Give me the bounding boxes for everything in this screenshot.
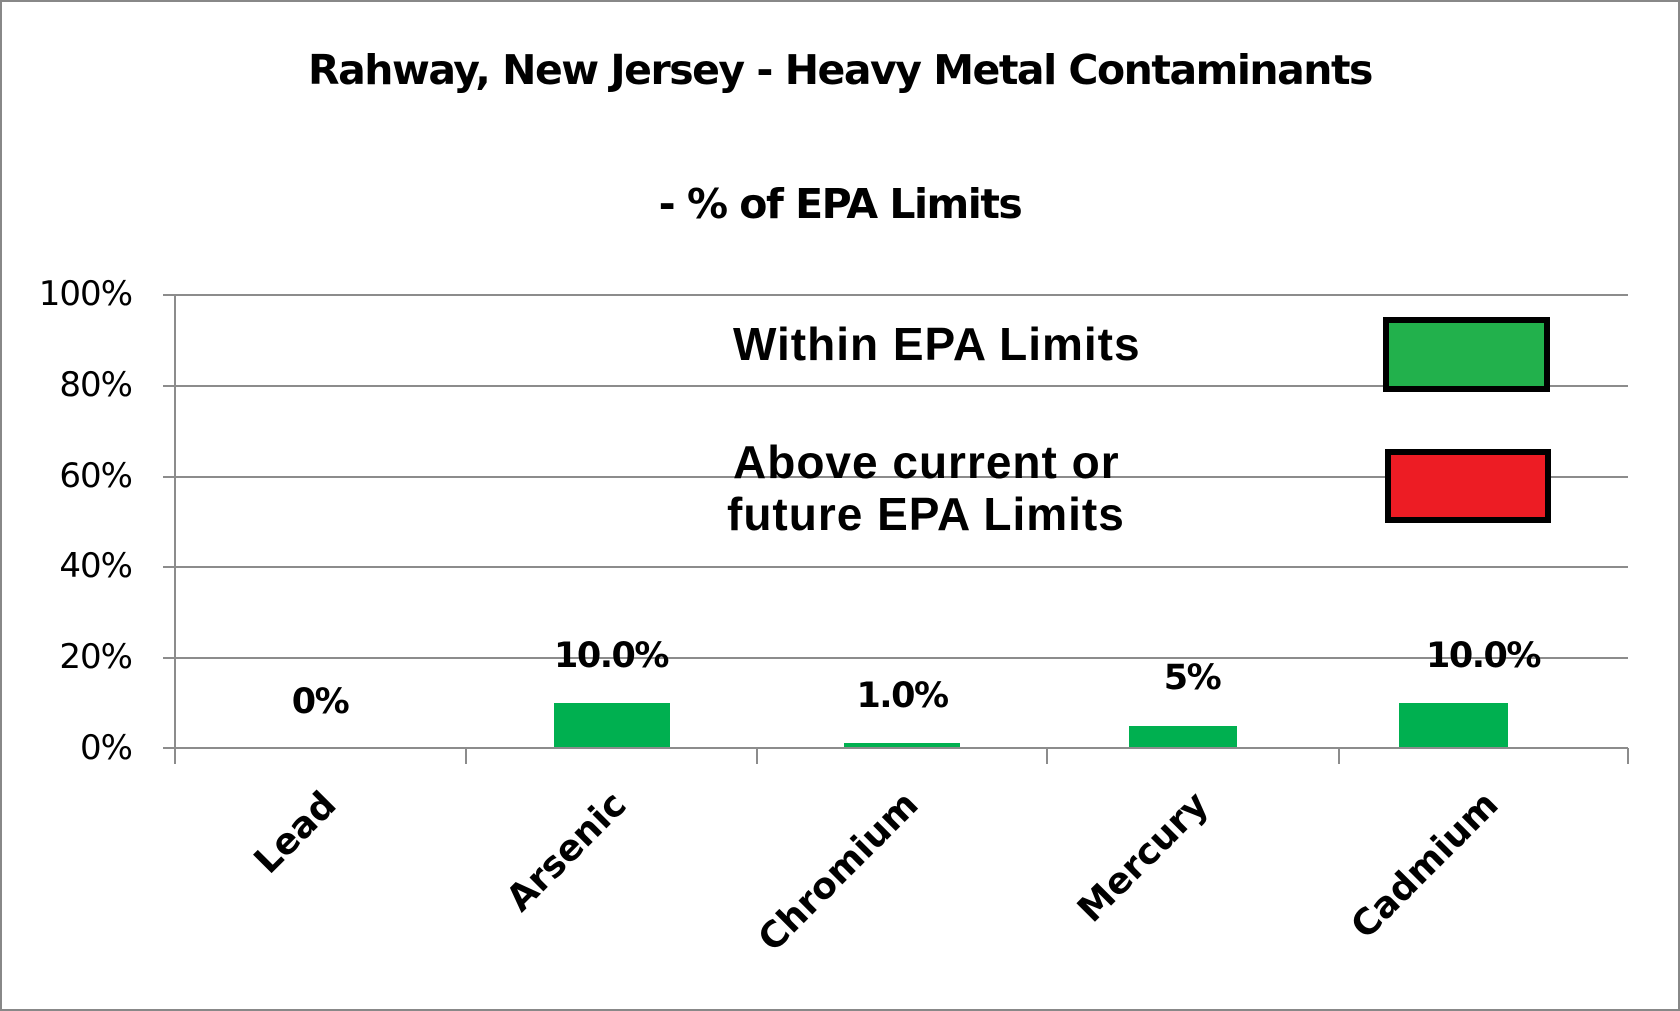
data-label-mercury: 5% xyxy=(1163,658,1222,698)
bar-mercury xyxy=(1129,726,1237,747)
gridline-80 xyxy=(163,385,1628,387)
legend-label-above-line1: Above current or xyxy=(733,436,1120,488)
bar-cadmium xyxy=(1399,703,1508,747)
y-tick-label-80: 80% xyxy=(59,365,133,405)
gridline-20 xyxy=(163,657,1628,659)
x-tick xyxy=(1627,748,1629,764)
x-tick xyxy=(1338,748,1340,764)
chart-title-line2: - % of EPA Limits xyxy=(658,180,1023,228)
gridline-100 xyxy=(163,294,1628,296)
data-label-cadmium: 10.0% xyxy=(1426,636,1541,676)
y-axis-line xyxy=(174,294,176,764)
bar-chromium xyxy=(844,743,960,747)
chart-title-line1: Rahway, New Jersey - Heavy Metal Contami… xyxy=(308,46,1373,94)
gridline-60 xyxy=(163,476,1628,478)
legend-label-above-line2: future EPA Limits xyxy=(727,488,1125,540)
x-tick xyxy=(465,748,467,764)
y-tick-label-0: 0% xyxy=(80,728,133,768)
gridline-40 xyxy=(163,566,1628,568)
x-tick xyxy=(1046,748,1048,764)
data-label-chromium: 1.0% xyxy=(856,676,949,716)
legend-swatch-red xyxy=(1385,449,1551,523)
legend-label-within: Within EPA Limits xyxy=(733,318,1141,370)
y-tick-label-40: 40% xyxy=(59,546,133,586)
x-tick xyxy=(756,748,758,764)
y-tick-label-20: 20% xyxy=(59,637,133,677)
y-tick-label-100: 100% xyxy=(38,274,133,314)
x-axis-line xyxy=(163,747,1628,749)
y-tick-label-60: 60% xyxy=(59,456,133,496)
legend-swatch-green xyxy=(1383,317,1550,392)
bar-arsenic xyxy=(554,703,670,747)
data-label-arsenic: 10.0% xyxy=(554,636,669,676)
data-label-lead: 0% xyxy=(291,682,350,722)
